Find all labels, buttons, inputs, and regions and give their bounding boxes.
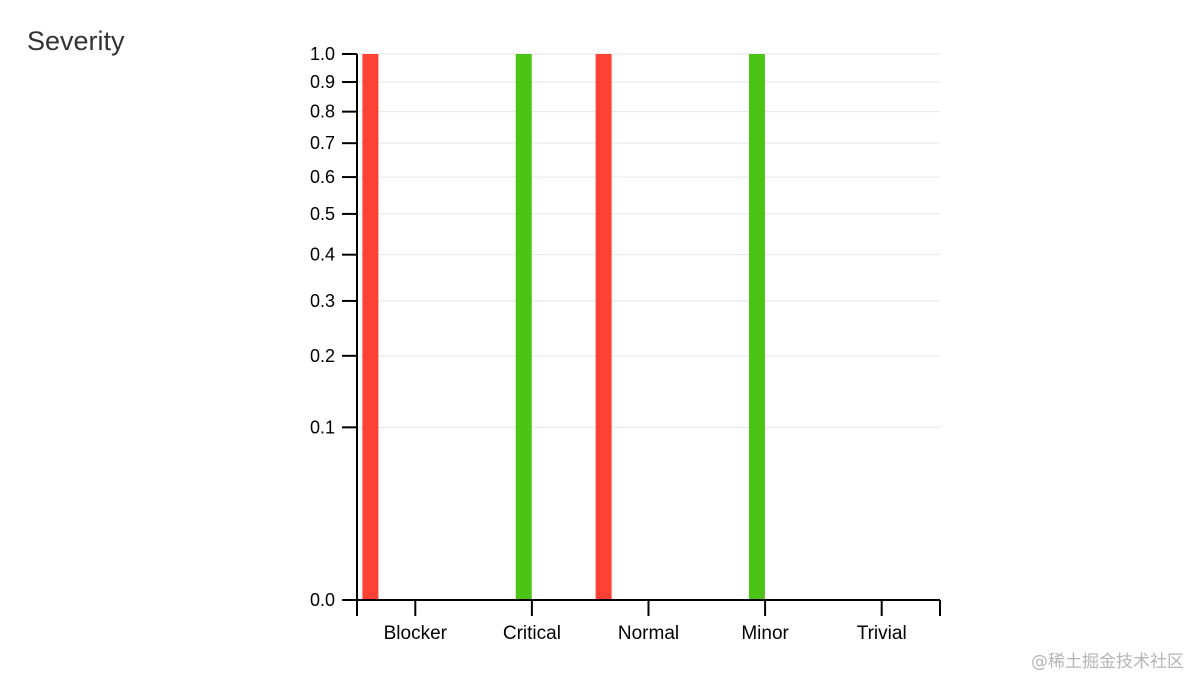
y-tick-label: 0.9 xyxy=(310,72,335,92)
x-tick-label: Minor xyxy=(741,623,789,644)
y-tick-label: 0.3 xyxy=(310,291,335,311)
x-tick-label: Blocker xyxy=(384,623,448,644)
bars xyxy=(362,54,765,600)
x-tick-label: Trivial xyxy=(857,623,907,644)
y-tick-label: 0.6 xyxy=(310,167,335,187)
y-tick-label: 0.8 xyxy=(310,102,335,122)
y-tick-label: 0.2 xyxy=(310,346,335,366)
y-tick-label: 0.5 xyxy=(310,204,335,224)
y-tick-label: 0.1 xyxy=(310,417,335,437)
widget-title: Severity xyxy=(27,26,125,56)
bar-blocker-series1 xyxy=(362,54,379,600)
bar-critical-series2 xyxy=(515,54,532,600)
x-axis: Blocker Critical Normal Minor Trivial xyxy=(356,599,941,644)
y-axis: 0.0 0.1 0.2 0.3 0.4 0.5 0.6 0.7 0.8 0.9 1.0 xyxy=(310,44,358,616)
grid-lines xyxy=(357,53,940,428)
y-tick-label: 0.0 xyxy=(310,590,335,610)
watermark-text: @稀土掘金技术社区 xyxy=(1031,652,1184,672)
y-tick-label: 1.0 xyxy=(310,44,335,64)
bar-normal-series1 xyxy=(595,54,612,600)
x-tick-label: Normal xyxy=(618,623,679,644)
y-tick-label: 0.7 xyxy=(310,133,335,153)
bar-minor-series2 xyxy=(748,54,765,600)
y-tick-label: 0.4 xyxy=(310,245,335,265)
x-tick-label: Critical xyxy=(503,623,561,644)
